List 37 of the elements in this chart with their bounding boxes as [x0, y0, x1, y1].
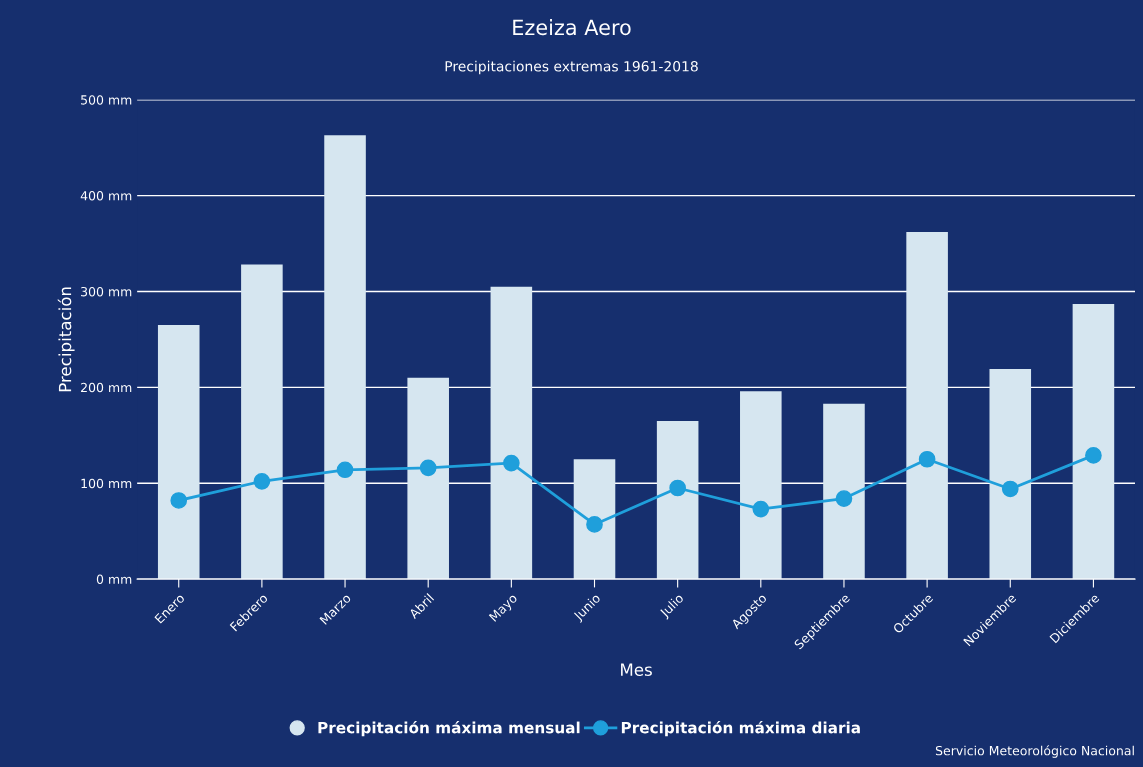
- y-tick-label: 300 mm: [81, 286, 132, 297]
- bar: [740, 391, 782, 580]
- point: [752, 500, 770, 518]
- y-tick-label: 100 mm: [81, 478, 132, 489]
- point: [586, 516, 603, 533]
- bar: [407, 377, 449, 580]
- bar: [490, 286, 533, 580]
- bar: [989, 369, 1032, 580]
- point: [503, 454, 520, 472]
- bar: [573, 459, 616, 580]
- point: [1001, 480, 1019, 498]
- point: [835, 490, 853, 507]
- bar: [324, 135, 366, 580]
- legend-label: Precipitación máxima mensual: [318, 720, 580, 737]
- point: [170, 492, 188, 509]
- point: [918, 450, 936, 468]
- bar: [1072, 303, 1115, 580]
- point: [419, 459, 437, 477]
- bar: [656, 420, 699, 580]
- y-axis-title: Precipitación: [57, 287, 75, 392]
- y-tick-label: 500 mm: [81, 95, 132, 105]
- legend-label: Precipitación máxima diaria: [621, 720, 860, 737]
- bar: [157, 325, 200, 580]
- x-axis-title: Mes: [621, 663, 652, 676]
- y-tick-label: 200 mm: [81, 382, 132, 393]
- point: [336, 461, 354, 479]
- y-tick-label: 400 mm: [80, 191, 132, 201]
- bar: [823, 403, 865, 580]
- chart-subtitle: Precipitaciones extremas 1961-2018: [445, 60, 698, 75]
- bar: [906, 232, 948, 580]
- point: [669, 479, 686, 497]
- chart-title: Ezeiza Aero: [513, 19, 631, 36]
- text: Servicio Meteorológico Nacional: [935, 745, 1134, 758]
- bar: [241, 264, 283, 580]
- point: [1085, 447, 1102, 464]
- point: [253, 472, 271, 490]
- y-tick-label: 0 mm: [96, 574, 132, 585]
